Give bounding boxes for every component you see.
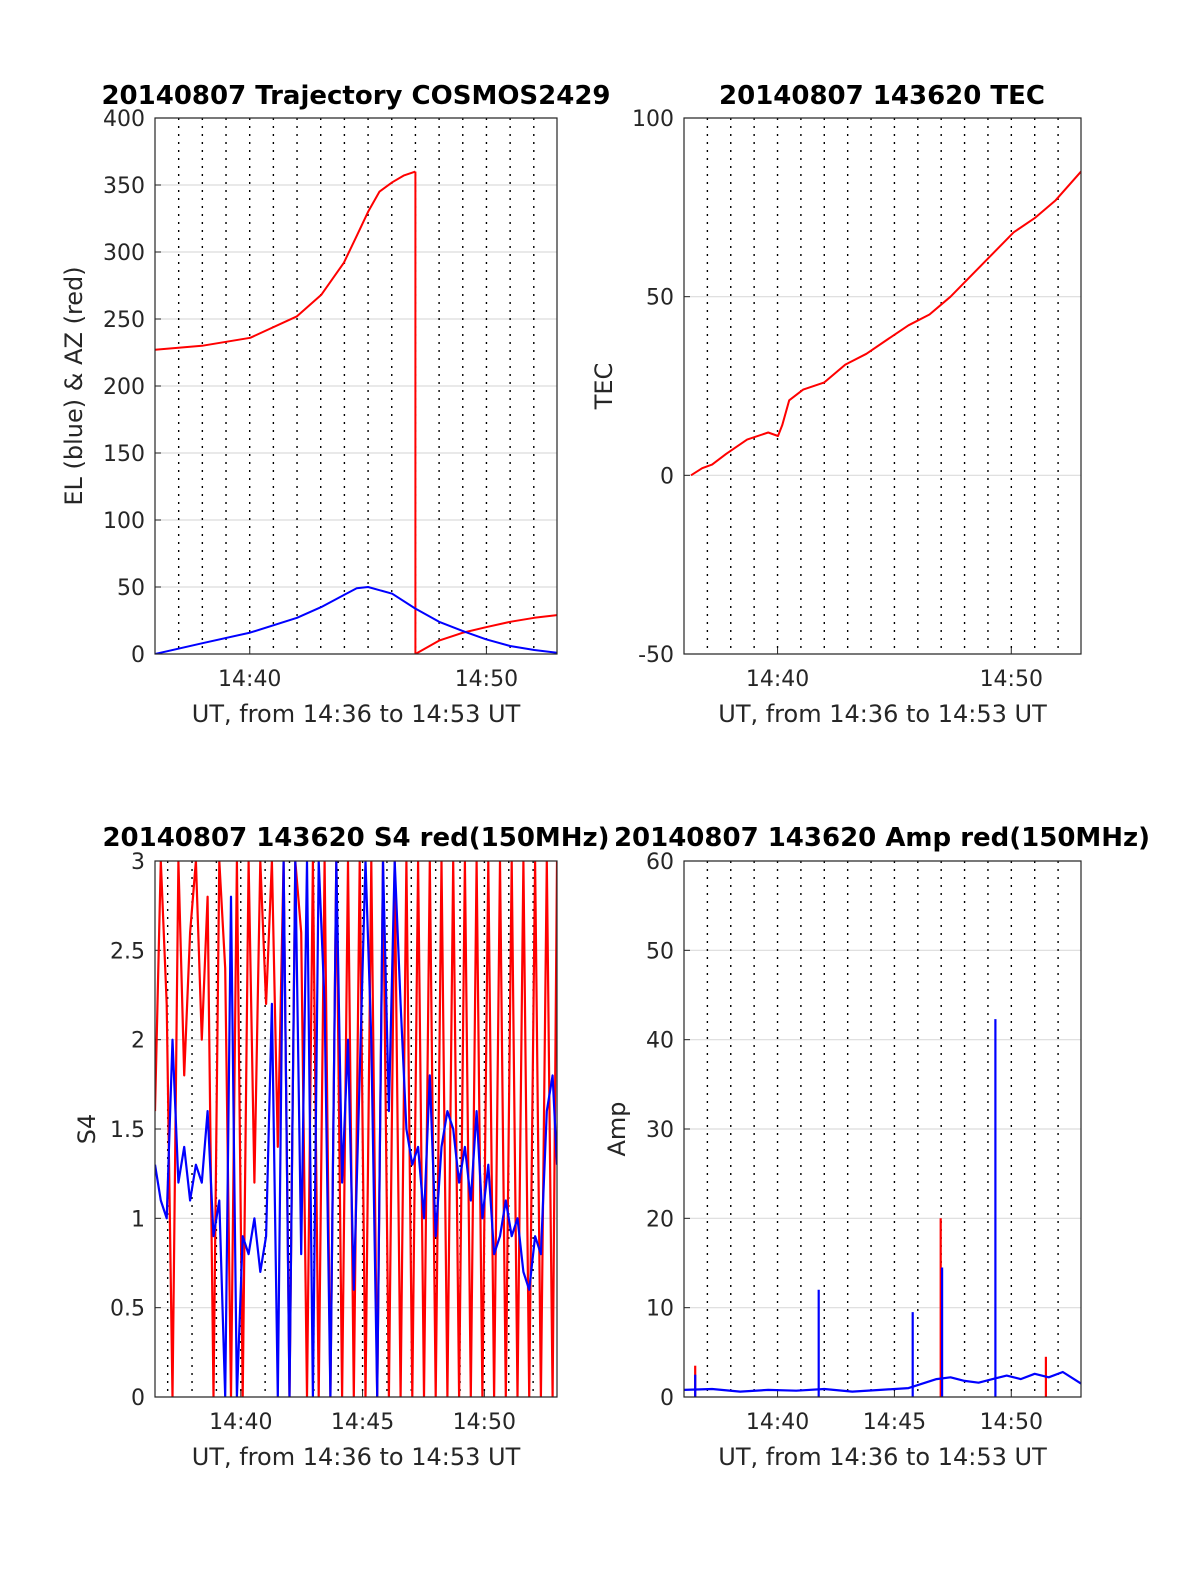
chart-panel-4: 0 10 20 30 40 50 60 14:40 14:45 14:50 20140807 143…	[603, 823, 1150, 1471]
y-tick-label: -50	[638, 643, 674, 668]
x-axis-label: UT, from 14:36 to 14:53 UT	[718, 700, 1047, 728]
y-axis-label: S4	[73, 1114, 101, 1145]
x-tick-label: 14:40	[746, 1410, 809, 1435]
series-1-line	[155, 861, 557, 1397]
y-tick-label: 250	[103, 308, 145, 333]
series-1-line	[414, 614, 557, 654]
y-tick-label: 30	[646, 1118, 674, 1143]
series-1-line	[155, 170, 416, 351]
plot-frame	[154, 860, 558, 1398]
series-2-line	[684, 1370, 1081, 1393]
y-tick-label: 10	[646, 1297, 674, 1322]
series-2-line	[155, 861, 557, 1397]
y-tick-label: 300	[103, 241, 145, 266]
y-tick-label: 50	[646, 939, 674, 964]
series-1-line	[690, 170, 1081, 477]
y-tick-label: 3	[131, 850, 145, 875]
y-tick-label: 1	[131, 1207, 145, 1232]
y-tick-label: 150	[103, 442, 145, 467]
chart-panel-1: 0 50 100 150 200 250 300 350 400 14:40 14:50 201408…	[60, 81, 611, 728]
y-tick-label: 100	[103, 509, 145, 534]
y-tick-label: 60	[646, 850, 674, 875]
y-tick-label: 2	[131, 1029, 145, 1054]
y-tick-label: 50	[646, 286, 674, 311]
y-tick-label: 50	[117, 576, 145, 601]
x-axis-label: UT, from 14:36 to 14:53 UT	[192, 700, 521, 728]
chart-panel-2: -50 0 50 100 14:40 14:50 20140807 143620 TEC UT…	[590, 81, 1082, 728]
plot-frame	[154, 117, 558, 655]
y-tick-label: 20	[646, 1207, 674, 1232]
x-axis-label: UT, from 14:36 to 14:53 UT	[718, 1443, 1047, 1471]
y-axis-label: EL (blue) & AZ (red)	[60, 266, 88, 505]
x-tick-label: 14:50	[453, 1410, 516, 1435]
y-tick-label: 40	[646, 1029, 674, 1054]
y-axis-label: TEC	[590, 363, 618, 411]
plot-frame	[683, 117, 1082, 655]
x-tick-label: 14:40	[218, 667, 281, 692]
y-tick-label: 200	[103, 375, 145, 400]
x-tick-label: 14:50	[455, 667, 518, 692]
chart-panel-3: 0 0.5 1 1.5 2 2.5 3 14:40 14:45 14:50 20140807 143…	[73, 823, 610, 1471]
y-tick-label: 2.5	[110, 939, 145, 964]
x-tick-label: 14:50	[980, 1410, 1043, 1435]
x-tick-label: 14:50	[980, 667, 1043, 692]
y-tick-label: 0	[660, 1386, 674, 1411]
chart-title: 20140807 Trajectory COSMOS2429	[101, 81, 610, 111]
x-axis-label: UT, from 14:36 to 14:53 UT	[192, 1443, 521, 1471]
y-tick-label: 0.5	[110, 1297, 145, 1322]
chart-title: 20140807 143620 Amp red(150MHz)	[614, 823, 1150, 853]
y-axis-label: Amp	[603, 1101, 631, 1156]
x-tick-label: 14:45	[331, 1410, 394, 1435]
y-tick-label: 100	[632, 107, 674, 132]
y-tick-label: 400	[103, 107, 145, 132]
series-2-line	[155, 586, 557, 654]
y-tick-label: 0	[131, 1386, 145, 1411]
y-tick-label: 0	[660, 464, 674, 489]
x-tick-label: 14:40	[746, 667, 809, 692]
x-tick-label: 14:45	[863, 1410, 926, 1435]
plot-frame	[683, 860, 1082, 1398]
y-tick-label: 0	[131, 643, 145, 668]
chart-title: 20140807 143620 TEC	[719, 81, 1045, 111]
y-tick-label: 350	[103, 174, 145, 199]
x-tick-label: 14:40	[209, 1410, 272, 1435]
y-tick-label: 1.5	[110, 1118, 145, 1143]
chart-title: 20140807 143620 S4 red(150MHz)	[102, 823, 609, 853]
